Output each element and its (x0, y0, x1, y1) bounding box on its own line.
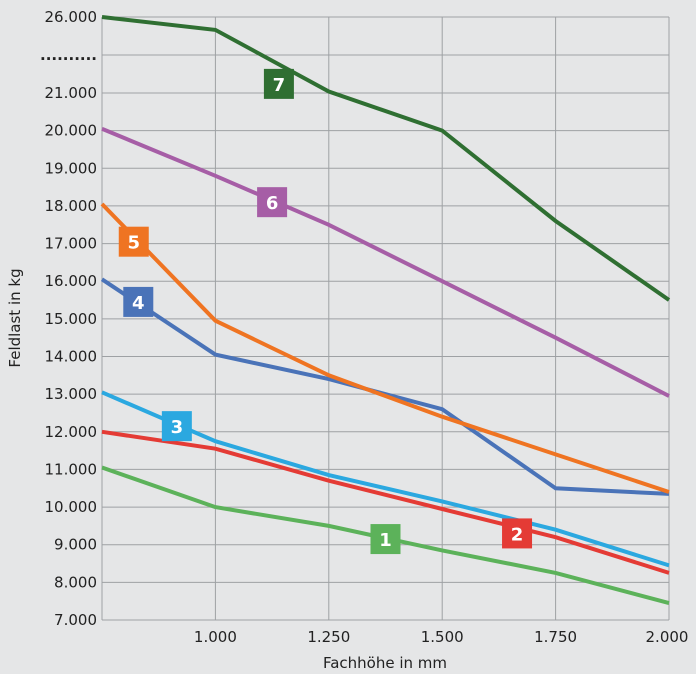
series-7-label-box (263, 68, 294, 99)
y-tick-label: 26.000 (45, 8, 98, 26)
series-3-label: 3 (171, 417, 184, 438)
series-6-label: 6 (266, 193, 279, 214)
series-3-label-box (161, 411, 192, 442)
y-tick-label: 9.000 (54, 536, 97, 554)
y-tick-label: 8.000 (54, 573, 97, 591)
series-6-label-box (257, 187, 288, 218)
y-tick-label: 19.000 (45, 159, 98, 177)
y-tick-label: 7.000 (54, 611, 97, 629)
series-7-line (101, 15, 671, 302)
y-tick-label: 17.000 (45, 235, 98, 253)
series-3-line (101, 390, 670, 568)
series-2-label-box (502, 518, 533, 549)
x-tick-label: 1.000 (194, 628, 237, 646)
x-tick-label: 1.500 (421, 628, 464, 646)
y-tick-label: 18.000 (45, 197, 98, 215)
x-tick-label: 1.750 (534, 628, 577, 646)
y-tick-label: 15.000 (45, 310, 98, 328)
series-7-label: 7 (273, 75, 286, 96)
series-2-line (101, 429, 670, 575)
x-axis-ticks: 1.000 1.250 1.500 1.750 2.000 (194, 628, 689, 646)
series-5-label-box (118, 226, 149, 257)
series-4-label-box (123, 286, 154, 317)
y-tick-label: 21.000 (45, 84, 98, 102)
y-tick-label: .......... (40, 46, 97, 64)
x-axis-label: Fachhöhe in mm (323, 654, 447, 672)
y-tick-label: 13.000 (45, 385, 98, 403)
series-1-label-box (370, 524, 401, 555)
series-2-label: 2 (511, 524, 524, 545)
y-tick-label: 11.000 (45, 460, 98, 478)
x-tick-label: 2.000 (646, 628, 689, 646)
series-4-label: 4 (132, 293, 145, 314)
series-6-line (101, 126, 670, 398)
series-labels: 1 2 3 4 5 6 7 (118, 68, 533, 555)
series-5-line (100, 202, 670, 494)
y-tick-label: 14.000 (45, 348, 98, 366)
x-tick-label: 1.250 (307, 628, 350, 646)
series-1-label: 1 (379, 530, 392, 551)
y-axis-label: Feldlast in kg (6, 268, 24, 367)
y-axis-ticks: 26.000.......... 21.000 20.000 19.000 18.000… (40, 8, 97, 629)
y-tick-label: 20.000 (45, 122, 98, 140)
y-tick-label: 10.000 (45, 498, 98, 516)
series-5-label: 5 (127, 233, 140, 254)
y-tick-label: 16.000 (45, 272, 98, 290)
y-tick-label: 12.000 (45, 423, 98, 441)
